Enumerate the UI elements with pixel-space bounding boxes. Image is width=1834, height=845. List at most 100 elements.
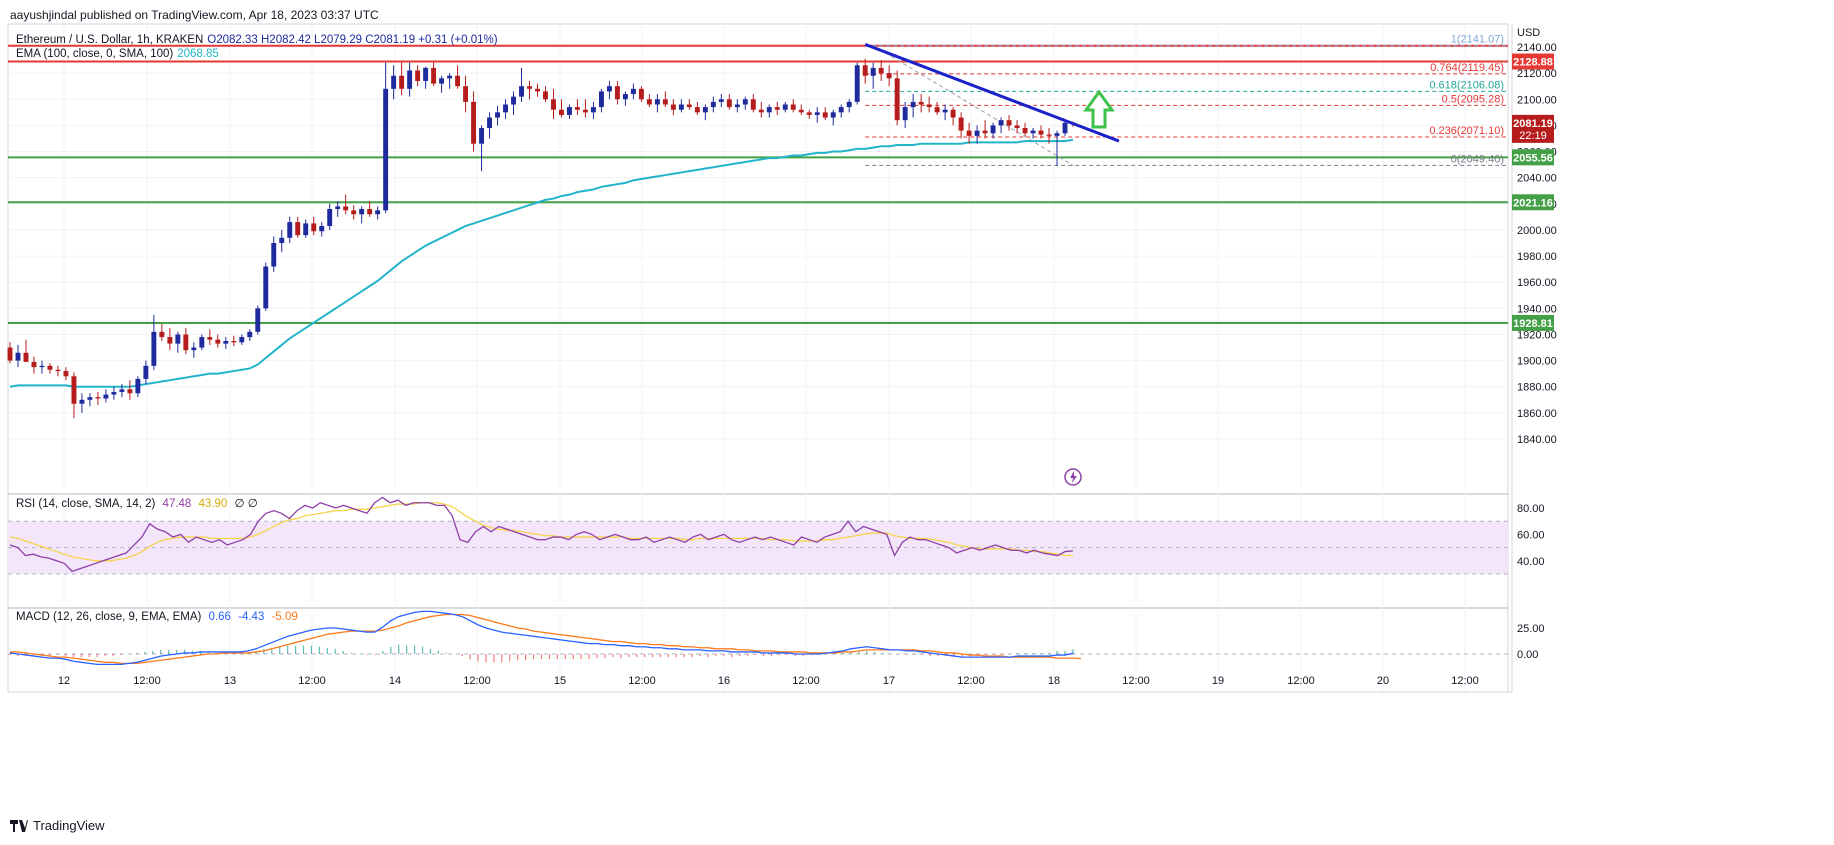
candle: [527, 80, 532, 100]
candle-body: [215, 339, 221, 344]
macd-tick-label: 0.00: [1517, 649, 1538, 661]
fib-label: 0.236(2071.10): [1429, 125, 1504, 137]
rsi-extra: ∅ ∅: [234, 498, 258, 510]
time-tick-label: 12:00: [463, 675, 491, 687]
candle-body: [327, 209, 333, 227]
time-tick-label: 12:00: [628, 675, 656, 687]
candle: [167, 327, 173, 351]
candle-body: [551, 99, 556, 110]
candle-body: [47, 365, 53, 370]
candle: [1054, 130, 1060, 166]
candle-body: [982, 130, 988, 134]
fib-label: 0.5(2095.28): [1442, 93, 1504, 105]
candle-body: [135, 378, 141, 394]
rsi-value: 47.48: [162, 498, 192, 510]
price-levels: [8, 44, 1508, 324]
candle-body: [1054, 133, 1060, 136]
candle: [878, 60, 884, 81]
candle-body: [103, 394, 109, 399]
ema-line: [9, 138, 1074, 388]
ema-100-line: [9, 138, 1074, 388]
candle-body: [183, 334, 189, 351]
candle-body: [974, 130, 980, 136]
candle-body: [830, 112, 836, 118]
candle: [774, 101, 780, 115]
candle-body: [662, 99, 668, 105]
candle: [798, 104, 804, 115]
support-label: 2055.56: [1513, 152, 1553, 164]
time-tick-label: 15: [554, 675, 566, 687]
candle-body: [638, 88, 644, 100]
candle-body: [359, 209, 365, 215]
candle-body: [902, 107, 908, 121]
candle: [399, 62, 405, 96]
candle: [614, 80, 620, 105]
candle: [95, 391, 101, 406]
macd-line: [9, 610, 1074, 666]
candle: [63, 367, 69, 381]
candle: [766, 104, 772, 118]
rsi-legend: RSI (14, close, SMA, 14, 2) 47.48 43.90 …: [16, 496, 262, 510]
candle-body: [511, 96, 516, 105]
candle: [551, 88, 556, 119]
candle-body: [798, 109, 804, 113]
candle-body: [207, 337, 213, 340]
candle: [415, 65, 421, 87]
candle: [998, 117, 1004, 134]
candle: [287, 216, 293, 243]
candle-body: [598, 91, 604, 108]
rsi-pane: [8, 496, 1508, 575]
macd-signal-value: -4.43: [238, 611, 265, 623]
candle: [822, 107, 828, 121]
time-tick-label: 12:00: [298, 675, 326, 687]
macd-pane: [8, 610, 1508, 666]
time-tick-label: 12:00: [1287, 675, 1315, 687]
tradingview-footer[interactable]: TradingView: [10, 818, 105, 833]
candle: [431, 62, 437, 87]
candle-body: [71, 376, 77, 404]
candle: [375, 206, 381, 220]
candle-body: [271, 243, 277, 267]
candle-body: [814, 112, 820, 115]
candle: [455, 65, 461, 89]
candle: [559, 99, 564, 118]
macd-value: 0.66: [208, 611, 231, 623]
candle: [343, 194, 349, 215]
candle: [367, 201, 373, 217]
candle-body: [503, 104, 508, 113]
candle: [982, 120, 988, 139]
candle-body: [39, 365, 45, 368]
time-tick-label: 16: [718, 675, 730, 687]
candle-body: [575, 107, 580, 110]
candle: [119, 384, 125, 398]
price-tick-label: 2000.00: [1517, 225, 1557, 237]
candle-body: [918, 101, 924, 105]
lightning-icon-ring: [1064, 468, 1082, 486]
candle-body: [279, 237, 285, 243]
candle-body: [535, 88, 540, 92]
candle: [383, 62, 389, 213]
candle-body: [878, 67, 884, 74]
candle-body: [734, 104, 740, 108]
candle-body: [630, 88, 636, 95]
time-tick-label: 20: [1377, 675, 1389, 687]
candle: [638, 86, 644, 102]
candle-body: [678, 104, 684, 110]
candle-body: [31, 361, 37, 368]
candle-body: [942, 109, 948, 113]
candle: [1014, 120, 1020, 134]
candle-body: [487, 117, 493, 129]
candle-body: [1030, 130, 1036, 134]
macd-hist-value: -5.09: [271, 611, 298, 623]
support-label-box: [1512, 314, 1554, 331]
candle-body: [247, 331, 253, 338]
candle-body: [742, 99, 748, 105]
time-tick-label: 12:00: [1122, 675, 1150, 687]
candle: [750, 94, 756, 113]
candle: [319, 222, 325, 237]
time-tick-label: 13: [224, 675, 236, 687]
candle-body: [439, 78, 445, 84]
candle: [135, 376, 141, 398]
candle: [151, 314, 157, 370]
